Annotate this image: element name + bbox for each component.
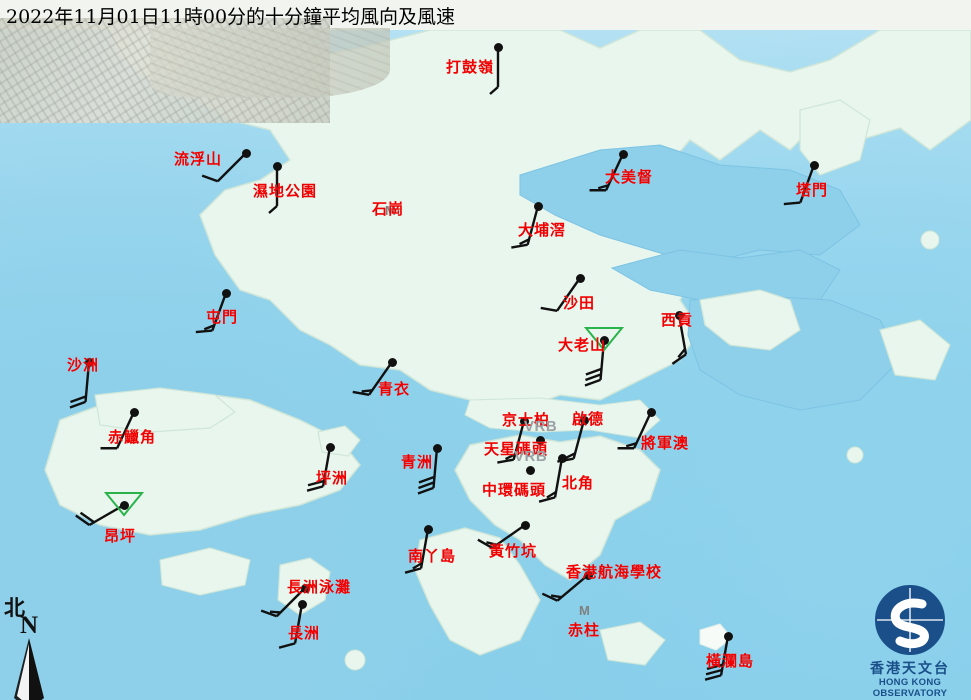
wind-barb-icon [541,574,589,602]
wind-barb-icon [477,524,526,549]
station-dot [241,148,251,158]
wind-barb-icon [100,411,136,450]
wind-barb-icon [671,314,688,365]
station-dot [533,201,543,211]
compass-needle-icon [14,638,44,700]
station-label: 赤柱 [568,621,601,639]
wind-barb-icon [268,166,279,214]
station-label: 屯門 [206,308,239,326]
station-label: 橫瀾島 [706,652,755,670]
variable-wind-flag: VRB [514,448,548,465]
missing-data-flag: M [579,603,590,618]
station-label: 香港航海學校 [566,563,663,581]
station-dot [84,357,94,367]
station-label: 西貢 [661,311,694,329]
wind-barb-icon [584,339,606,387]
wind-barb-icon [489,47,500,95]
wind-barb-icon [69,361,91,409]
station-label: 長洲 [288,624,321,642]
station-dot [129,407,139,417]
wind-barb-icon [417,447,439,495]
station-label: 石崗 [372,200,405,218]
station-label: 赤鱲角 [108,428,157,446]
missing-data-flag: M [385,203,396,218]
wind-barb-icon [538,457,564,503]
wind-barb-icon [511,205,540,249]
station-dot [723,631,733,641]
station-dot [387,357,397,367]
wind-barb-icon [497,420,526,464]
station-dot [599,335,609,345]
station-label: 青衣 [378,380,411,398]
station-dot [525,465,535,475]
station-dot [646,407,656,417]
wind-barb-icon [589,153,625,192]
station-dot [674,310,684,320]
station-label: 坪洲 [316,469,349,487]
station-label: 沙田 [563,294,596,312]
wind-barb-icon [617,411,653,450]
station-label: 黃竹坑 [489,542,538,560]
hko-emblem-icon [875,585,945,655]
station-dot [579,415,589,425]
wind-barb-icon [195,292,228,334]
station-label: 天星碼頭 [484,440,549,458]
station-label: 長洲泳灘 [287,578,352,596]
wind-barb-icon [704,635,730,681]
station-dot [297,599,307,609]
station-dot [432,443,442,453]
variable-wind-flag: VRB [524,418,558,435]
station-label: 北角 [562,474,595,492]
station-label: 流浮山 [174,150,223,168]
station-label: 昂坪 [104,527,137,545]
station-label: 大埔滘 [518,221,567,239]
wind-barb-icon [260,587,306,618]
station-dot [325,442,335,452]
station-dot [575,273,585,283]
station-dot [520,520,530,530]
wind-barb-icon [306,446,332,492]
station-label: 打鼓嶺 [446,58,495,76]
gale-triangle-icon [584,327,624,352]
urban-texture-n [150,28,390,98]
gale-triangle-icon [104,492,144,517]
logo-name-cn: 香港天文台 [870,661,950,677]
wind-barb-icon [783,164,816,206]
station-dot [423,524,433,534]
station-dot [221,288,231,298]
station-dot [493,42,503,52]
station-label: 中環碼頭 [482,481,547,499]
wind-barb-icon [404,528,430,574]
station-label: 南丫島 [408,547,457,565]
station-dot [618,149,628,159]
station-label: 大美督 [605,168,654,186]
wind-barb-icon [352,361,393,396]
page-title: 2022年11月01日11時00分的十分鐘平均風向及風速 [6,6,456,28]
station-dot [119,500,129,510]
station-dot [809,160,819,170]
station-dot [272,161,282,171]
station-label: 大老山 [558,336,607,354]
wind-barb-icon [540,277,581,312]
station-label: 塔門 [796,181,829,199]
station-label: 將軍澳 [641,434,690,452]
station-dot [583,570,593,580]
compass-label-en: N [20,612,39,639]
station-label: 濕地公園 [253,182,318,200]
hko-logo: 香港天文台 HONG KONG OBSERVATORY [852,584,968,699]
wind-barb-icon [201,152,247,183]
station-dot [535,435,545,445]
logo-name-en: HONG KONG OBSERVATORY [872,677,948,699]
station-label: 青洲 [401,453,434,471]
station-dot [557,453,567,463]
station-label: 啟德 [572,410,605,428]
compass-label-cn: 北 [4,595,25,620]
wind-barb-icon [278,603,304,649]
station-label: 沙洲 [67,356,100,374]
station-dot [519,416,529,426]
station-dot [300,583,310,593]
station-label: 京士柏 [502,411,551,429]
